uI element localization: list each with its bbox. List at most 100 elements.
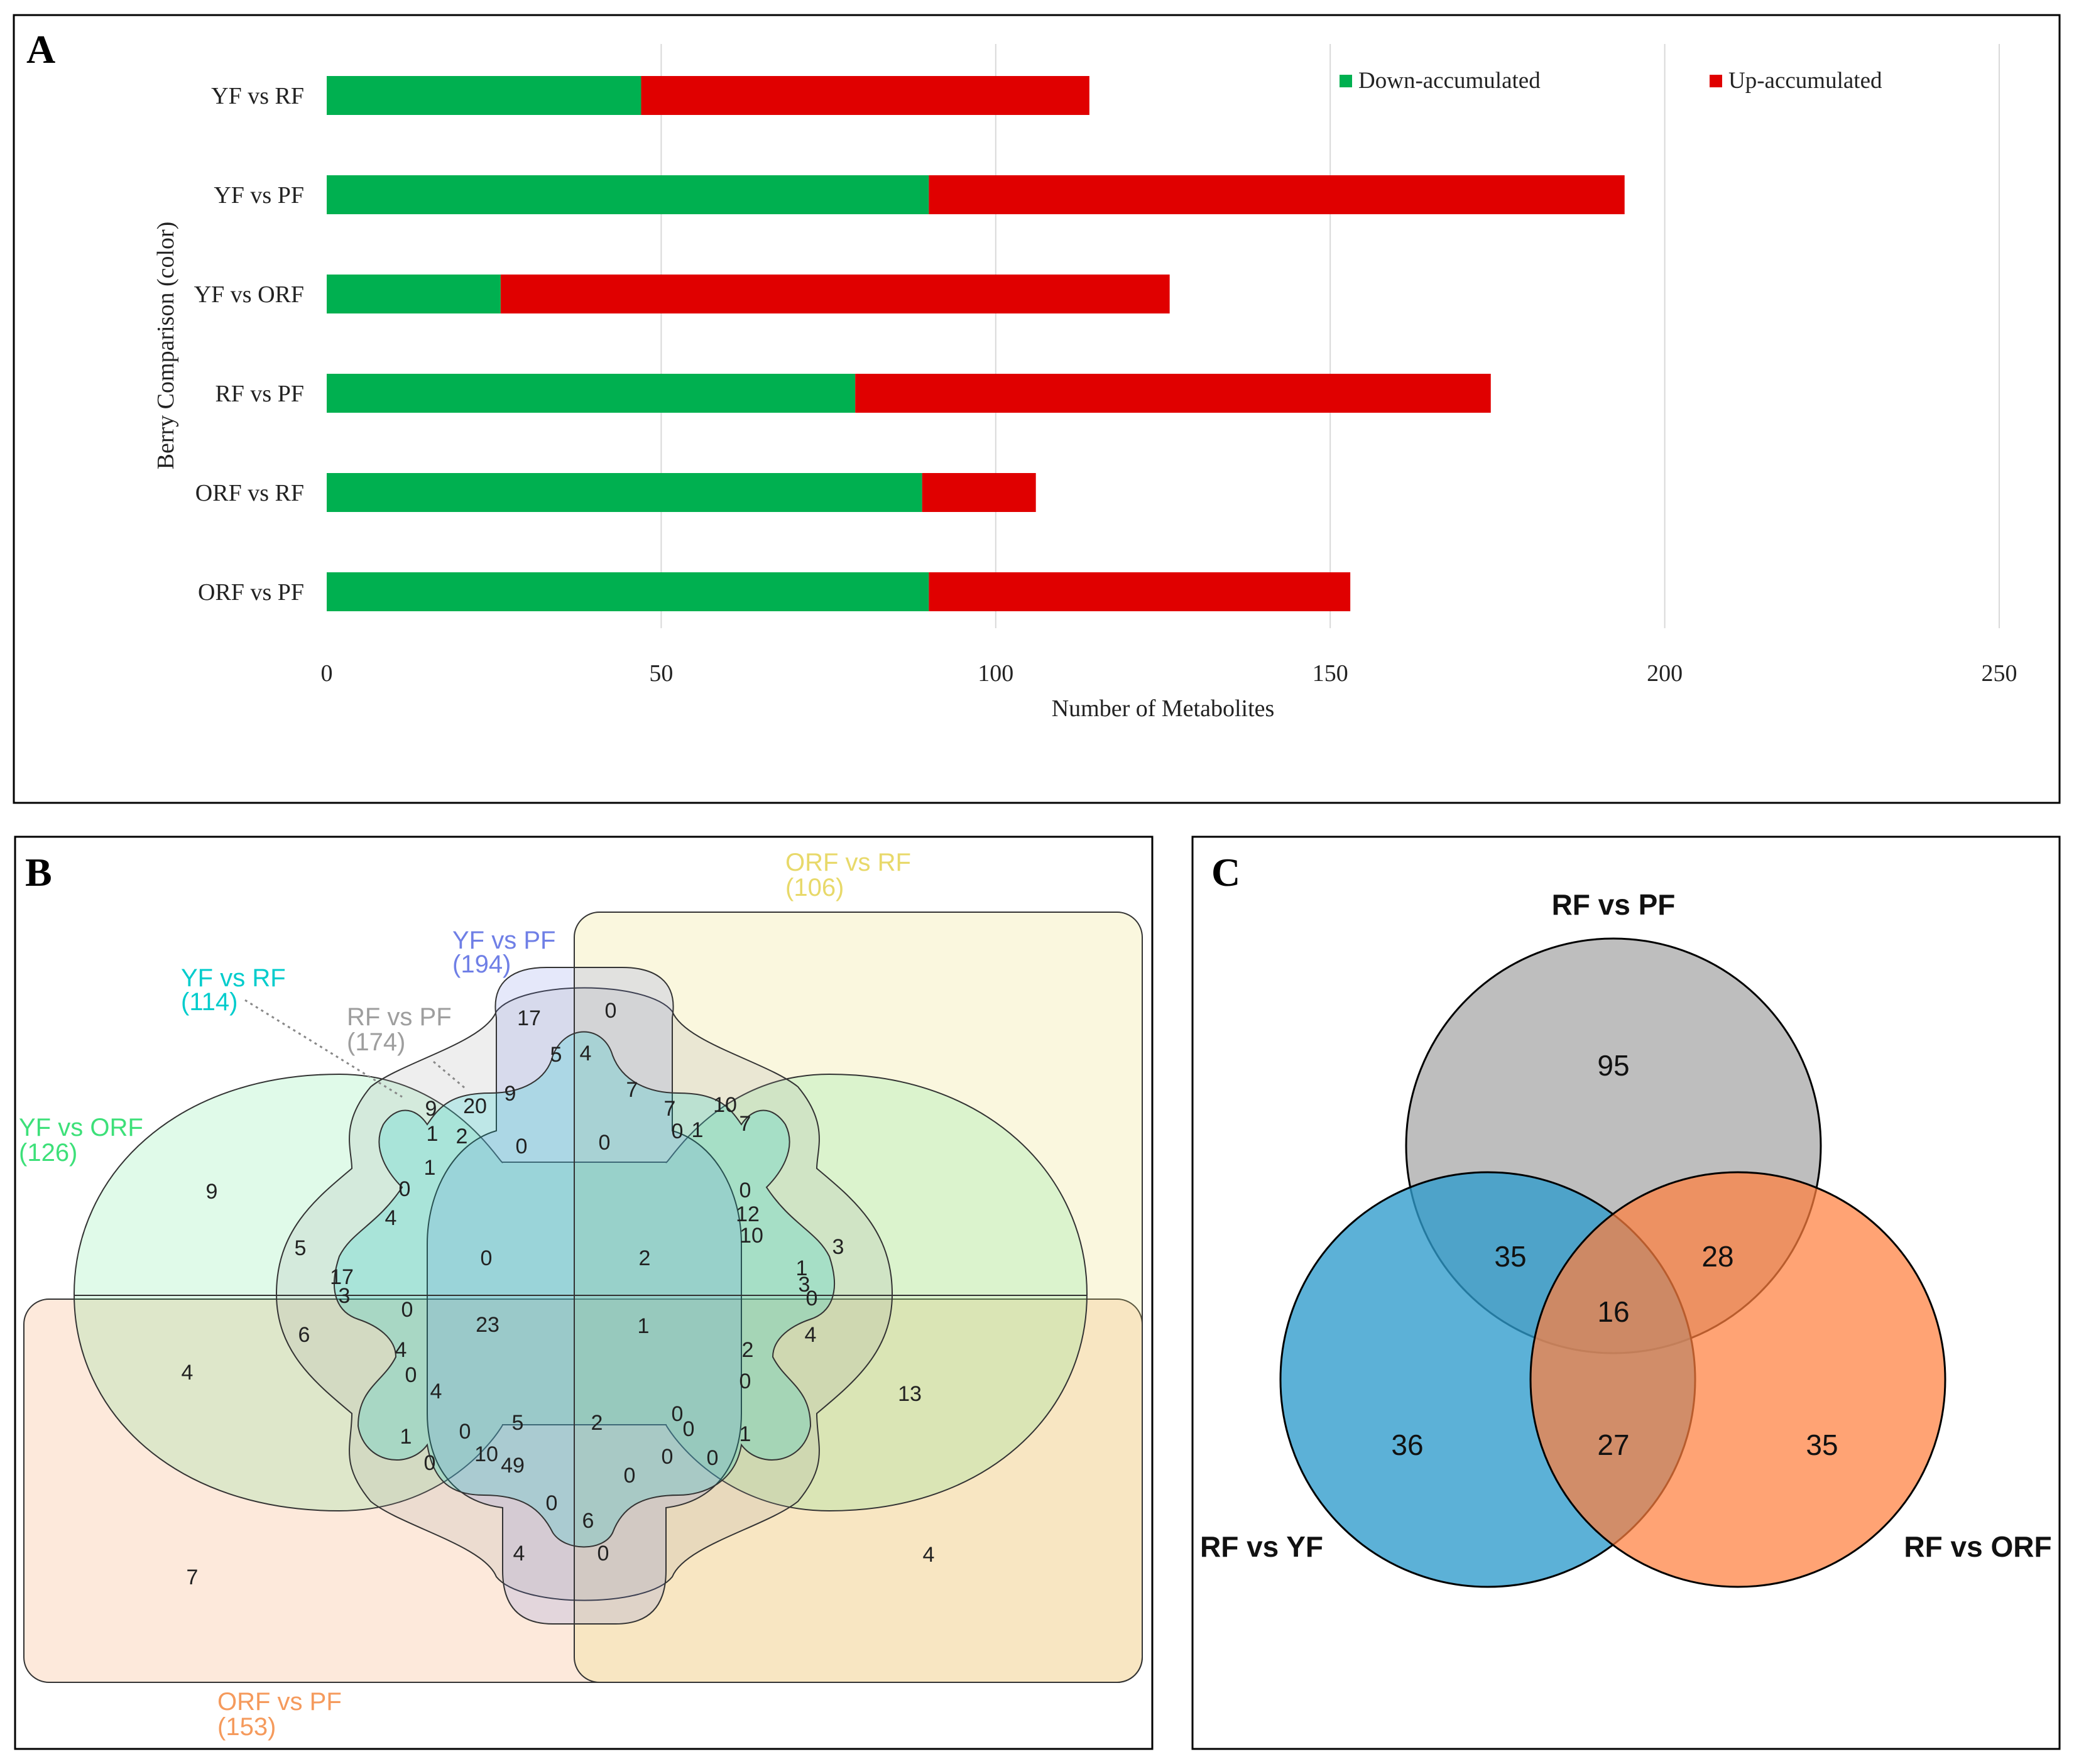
venn-region-value: 4	[923, 1543, 935, 1567]
venn-region-value: 9	[206, 1180, 218, 1204]
y-tick-label: YF vs PF	[214, 182, 304, 209]
venn-region-value: 0	[516, 1135, 528, 1158]
venn-region-value: 20	[463, 1094, 487, 1118]
venn-count-orf-vs-rf: (106)	[785, 874, 844, 901]
venn-region-value: 0	[662, 1445, 674, 1469]
venn-region-value: 3	[832, 1235, 844, 1259]
venn-region-value: 1	[424, 1156, 436, 1180]
venn-region-value: 10	[740, 1224, 763, 1248]
legend-label-down: Down-accumulated	[1358, 68, 1541, 94]
bar-up-accumulated	[855, 374, 1491, 413]
venn-region-value: 12	[736, 1202, 760, 1226]
bar-up-accumulated	[929, 175, 1625, 214]
bars	[327, 76, 1625, 611]
venn-region-value: 13	[898, 1382, 922, 1406]
bar-up-accumulated	[929, 572, 1351, 611]
venn-region-value: 0	[624, 1464, 636, 1488]
venn-region-value: 7	[740, 1112, 751, 1136]
venn-region-value: 2	[591, 1411, 603, 1435]
venn-region-value: 0	[481, 1246, 493, 1270]
x-tick-label: 250	[1982, 660, 2017, 687]
venn-count-yf-vs-rf: (114)	[181, 988, 237, 1016]
legend: Down-accumulated Up-accumulated	[1340, 68, 1882, 94]
venn-region-value: 17	[330, 1265, 354, 1289]
venn-region-value: 3	[339, 1284, 351, 1308]
venn-c-value-all: 16	[1597, 1295, 1629, 1328]
venn-c-value-rf-vs-pf-only: 95	[1597, 1049, 1629, 1082]
venn-region-value: 4	[182, 1361, 194, 1385]
gridlines	[660, 44, 2000, 628]
x-tick-label: 50	[649, 660, 673, 687]
venn-region-value: 2	[456, 1124, 468, 1148]
venn-label-yf-vs-rf: YF vs RF	[181, 964, 286, 992]
venn-region-value: 17	[517, 1006, 541, 1030]
venn-region-value: 4	[430, 1380, 442, 1403]
venn-region-value: 0	[459, 1420, 471, 1444]
x-tick-label: 0	[321, 660, 333, 687]
leader-line-rf-vs-pf	[433, 1060, 466, 1089]
x-tick-label: 100	[978, 660, 1013, 687]
venn-region-value: 23	[476, 1313, 499, 1337]
venn-c-label-rf-vs-orf: RF vs ORF	[1904, 1530, 2051, 1563]
venn-region-value: 4	[385, 1206, 397, 1230]
bar-down-accumulated	[327, 76, 641, 115]
venn-region-value: 0	[707, 1446, 719, 1470]
venn-set-rf-vs-pf	[275, 987, 893, 1601]
venn-c-value-rfpf-rfyf: 35	[1494, 1240, 1526, 1273]
venn-region-value: 5	[550, 1043, 562, 1067]
venn-c-value-rfpf-rforf: 28	[1701, 1240, 1733, 1273]
venn-c-value-rf-vs-orf-only: 35	[1806, 1429, 1838, 1461]
venn-region-value: 10	[713, 1093, 737, 1117]
panel-a: A YF vs RF YF vs PF YF vs ORF RF vs PF ORF v…	[13, 14, 2061, 804]
venn-region-value: 0	[401, 1298, 413, 1322]
venn-region-value: 4	[805, 1323, 817, 1347]
venn-region-value: 1	[638, 1314, 650, 1338]
venn-region-value: 0	[424, 1451, 436, 1475]
x-tick-labels: 0 50 100 150 200 250	[321, 660, 2017, 687]
venn-region-value: 2	[639, 1246, 651, 1270]
venn-region-value: 2	[742, 1338, 754, 1362]
venn-region-value: 0	[740, 1179, 751, 1202]
venn-region-value: 0	[806, 1287, 818, 1310]
bar-down-accumulated	[327, 374, 856, 413]
y-axis-label: Berry Comparison (color)	[153, 222, 179, 470]
venn-region-value: 4	[395, 1338, 407, 1362]
venn-region-value: 6	[298, 1323, 310, 1347]
venn-label-yf-vs-pf: YF vs PF	[452, 927, 555, 954]
venn-region-value: 0	[546, 1491, 558, 1515]
venn-count-rf-vs-pf: (174)	[347, 1028, 405, 1056]
panel-c-letter: C	[1211, 850, 1240, 895]
venn-region-value: 9	[505, 1082, 516, 1106]
venn-c-value-rfyf-rforf: 27	[1597, 1429, 1629, 1461]
y-tick-label: RF vs PF	[215, 381, 304, 407]
venn-region-value: 4	[580, 1042, 592, 1065]
panel-b-letter: B	[25, 850, 52, 895]
venn-label-orf-vs-rf: ORF vs RF	[785, 849, 911, 876]
venn-set-yf-vs-rf	[334, 1031, 835, 1548]
venn-c-label-rf-vs-yf: RF vs YF	[1200, 1530, 1323, 1563]
venn-region-value: 0	[605, 999, 617, 1023]
legend-swatch-up	[1710, 75, 1722, 87]
y-tick-label: ORF vs RF	[195, 480, 304, 506]
x-tick-label: 150	[1313, 660, 1348, 687]
bar-down-accumulated	[327, 572, 929, 611]
legend-label-up: Up-accumulated	[1728, 68, 1882, 94]
venn-region-value: 49	[501, 1454, 525, 1478]
venn-region-value: 9	[425, 1097, 437, 1121]
legend-swatch-down	[1340, 75, 1352, 87]
venn-label-rf-vs-pf: RF vs PF	[347, 1003, 452, 1031]
venn-region-value: 0	[399, 1177, 411, 1201]
venn-region-value: 1	[796, 1256, 808, 1280]
venn-region-value: 10	[474, 1442, 498, 1466]
venn-region-value: 0	[599, 1131, 611, 1155]
venn-region-value: 0	[672, 1119, 684, 1143]
venn-region-value: 5	[295, 1236, 307, 1260]
venn-circle-rf-vs-orf	[1529, 1171, 1946, 1588]
venn-label-orf-vs-pf: ORF vs PF	[217, 1688, 342, 1716]
venn-region-value: 0	[740, 1369, 751, 1393]
venn-region-value: 0	[598, 1542, 609, 1565]
venn-region-value: 0	[405, 1363, 417, 1387]
venn-region-value: 7	[187, 1565, 199, 1589]
